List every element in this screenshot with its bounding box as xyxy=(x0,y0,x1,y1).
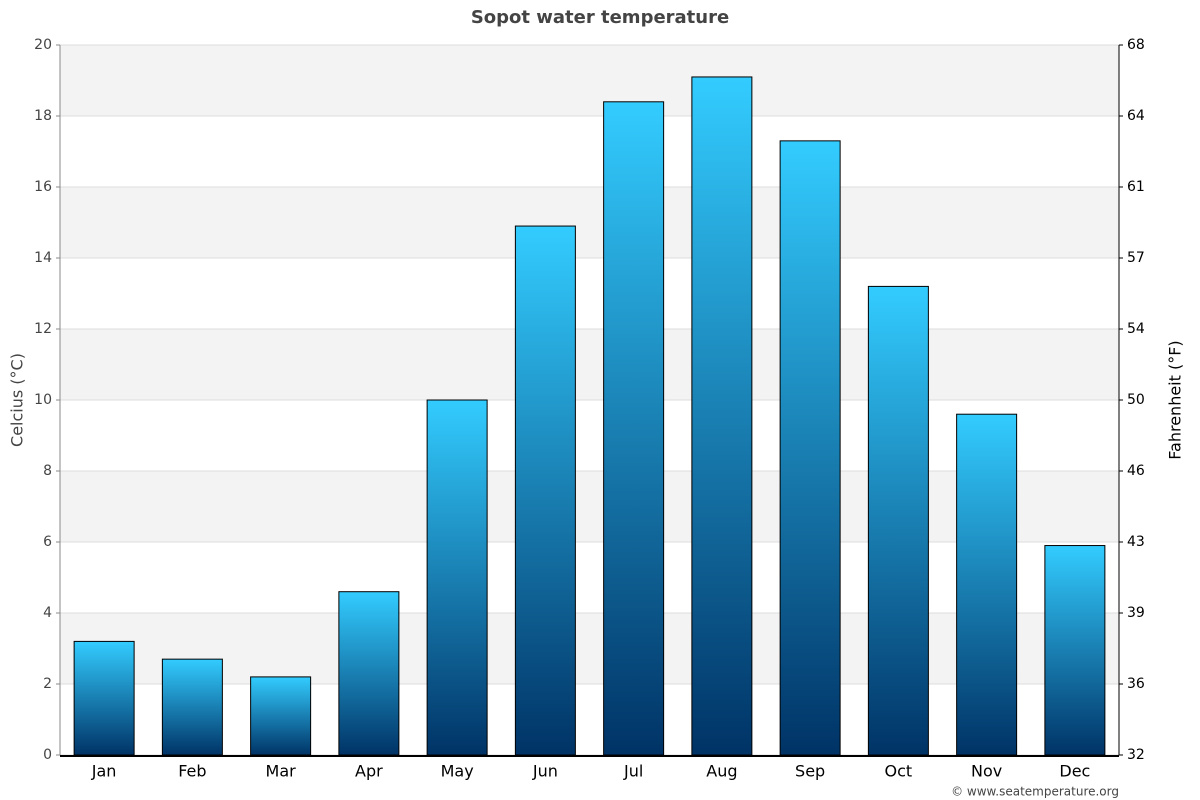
x-tick-label: Apr xyxy=(355,762,383,781)
x-tick-label: May xyxy=(441,762,474,781)
x-tick-label: Jun xyxy=(532,762,558,781)
y2-tick-label: 57 xyxy=(1127,250,1145,266)
x-tick-label: Dec xyxy=(1059,762,1090,781)
y2-tick-label: 32 xyxy=(1127,747,1145,763)
y-tick-label: 16 xyxy=(34,179,52,195)
y-tick-label: 4 xyxy=(43,605,52,621)
y-tick-label: 14 xyxy=(34,250,52,266)
x-tick-label: Jan xyxy=(91,762,117,781)
y-tick-label: 0 xyxy=(43,747,52,763)
y-tick-label: 12 xyxy=(34,321,52,337)
bar xyxy=(603,101,665,756)
chart-title: Sopot water temperature xyxy=(471,7,729,28)
y2-tick-label: 50 xyxy=(1127,392,1145,408)
stripe xyxy=(60,187,1119,258)
y-tick-label: 6 xyxy=(43,534,52,550)
bar xyxy=(338,591,400,756)
x-tick-label: Feb xyxy=(178,762,206,781)
bar xyxy=(956,413,1018,756)
stripe xyxy=(60,329,1119,400)
y2-tick-label: 64 xyxy=(1127,108,1145,124)
y2-axis-label: Fahrenheit (°F) xyxy=(1166,340,1185,459)
stripe xyxy=(60,471,1119,542)
x-tick-label: Aug xyxy=(706,762,737,781)
x-tick-label: Jul xyxy=(623,762,643,781)
y2-tick-label: 43 xyxy=(1127,534,1145,550)
stripe xyxy=(60,613,1119,684)
y-tick-label: 20 xyxy=(34,37,52,53)
bar xyxy=(779,140,841,756)
y2-tick-label: 54 xyxy=(1127,321,1145,337)
y2-tick-label: 36 xyxy=(1127,676,1145,692)
y-tick-label: 18 xyxy=(34,108,52,124)
x-tick-label: Nov xyxy=(971,762,1002,781)
bar xyxy=(73,640,135,756)
bar xyxy=(691,76,753,756)
y2-tick-label: 68 xyxy=(1127,37,1145,53)
bar xyxy=(867,285,929,756)
y2-tick-label: 61 xyxy=(1127,179,1145,195)
y-tick-label: 8 xyxy=(43,463,52,479)
y-axis-label: Celcius (°C) xyxy=(8,353,27,447)
bar xyxy=(426,399,488,756)
y2-tick-label: 39 xyxy=(1127,605,1145,621)
bar xyxy=(514,225,576,756)
x-tick-label: Sep xyxy=(795,762,825,781)
bar xyxy=(250,676,312,756)
x-tick-label: Oct xyxy=(885,762,913,781)
y2-tick-label: 46 xyxy=(1127,463,1145,479)
bar xyxy=(1044,545,1106,756)
y-tick-label: 10 xyxy=(34,392,52,408)
y-tick-label: 2 xyxy=(43,676,52,692)
bar xyxy=(161,658,223,756)
x-tick-label: Mar xyxy=(266,762,297,781)
stripe xyxy=(60,45,1119,116)
credit: © www.seatemperature.org xyxy=(951,785,1119,799)
